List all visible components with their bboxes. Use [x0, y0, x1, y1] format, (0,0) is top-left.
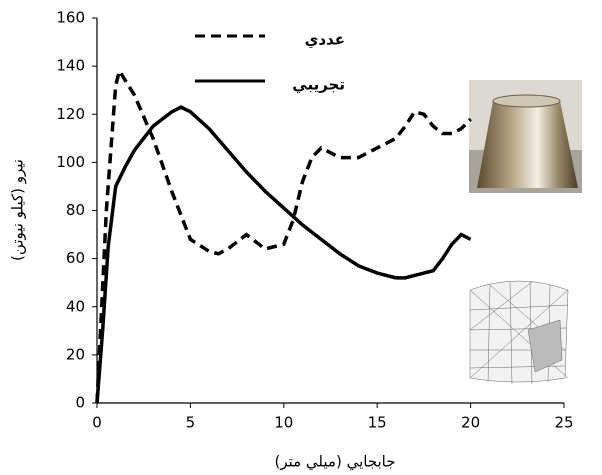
y-tick-label: 40 [66, 297, 85, 315]
x-axis-label: جابجايي (ميلي متر) [274, 453, 395, 472]
x-tick-label: 10 [274, 414, 293, 432]
y-tick-label: 140 [56, 57, 85, 75]
y-axis-label: نيرو (كيلو نيوتن) [9, 159, 27, 261]
x-tick-label: 20 [461, 414, 480, 432]
x-tick-label: 15 [368, 414, 387, 432]
y-tick-label: 20 [66, 345, 85, 363]
data-line [97, 71, 471, 403]
specimen-photo [469, 80, 582, 193]
x-tick-label: 25 [554, 414, 573, 432]
mesh-image [470, 281, 568, 384]
legend-label: عددي [305, 31, 345, 50]
y-tick-label: 160 [56, 9, 85, 27]
y-tick-label: 80 [66, 201, 85, 219]
y-tick-label: 120 [56, 105, 85, 123]
y-tick-label: 60 [66, 249, 85, 267]
chart: جابجايي (ميلي متر) نيرو (كيلو نيوتن) 0 20… [0, 0, 602, 475]
y-tick-label: 0 [75, 394, 85, 412]
x-tick-label: 5 [186, 414, 196, 432]
y-tick-label: 100 [56, 153, 85, 171]
x-tick-label: 0 [92, 414, 102, 432]
data-line [97, 107, 471, 403]
legend-label: تجريبي [292, 76, 345, 94]
